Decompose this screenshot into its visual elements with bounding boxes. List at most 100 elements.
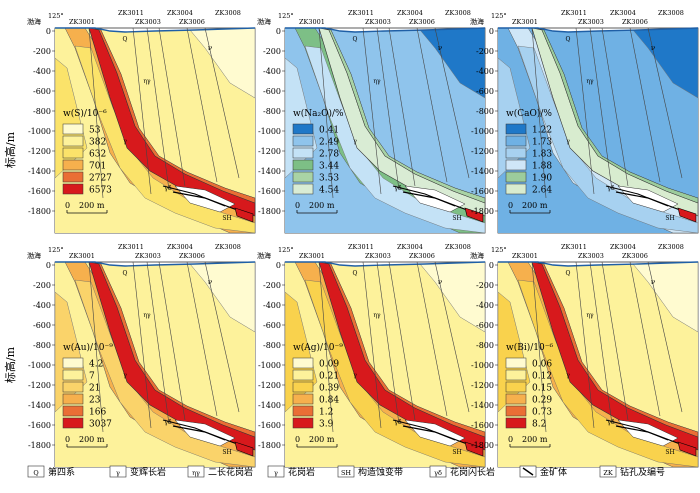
legend-value: 0.84 [319,396,339,406]
y-tick-label: -1000 [471,127,494,136]
drillhole-label: ZK3001 [69,18,95,26]
gold-orebody-line [392,185,456,207]
y-tick-label: -600 [476,321,494,330]
granite-dike-symbol: γ [566,138,570,145]
drillhole-line [132,27,152,195]
legend-label: 金矿体 [540,466,567,478]
drillhole-line [416,27,448,183]
y-tick-label: -400 [33,67,51,76]
legend-value: 1.88 [532,162,552,172]
drillhole-label: ZK3004 [167,243,193,251]
drillhole-label: ZK3008 [215,243,241,251]
granite-symbol: ηγ [143,312,151,319]
y-tick-label: -1600 [28,187,51,196]
drillhole-label: ZK3008 [445,243,471,251]
y-tick-label: 0 [489,27,494,36]
legend-value: 3037 [89,420,112,430]
y-tick-label: -800 [476,341,494,350]
y-tick-label: -400 [476,67,494,76]
drillhole-line [158,27,186,187]
y-tick-label: -1200 [28,381,51,390]
drillhole-label: ZK3003 [135,18,161,26]
drillhole-label: ZK3004 [397,243,423,251]
panel-Ag: Qν ηγ γ γδ 0 -200 -400 -600 -800 -1000 -1200 -1400 -… [257,243,486,468]
drillhole-line [575,261,595,429]
legend-swatch [62,381,84,393]
y-tick-label: -600 [476,87,494,96]
legend-swatch [505,369,527,381]
gold-orebody-line [605,419,669,441]
panel-CaO: Qν ηγ γ γδ 0 -200 -400 -600 -800 -1000 -1200 -1400 -… [470,9,699,234]
legend-title: w(Au)/10⁻⁹ [63,342,113,353]
y-tick-label: -1200 [471,147,494,156]
y-tick-label: -200 [476,281,494,290]
drillhole-line [158,261,186,421]
legend-swatch [505,393,527,405]
scale-bar-length: 200 m [522,201,548,210]
y-tick-label: -1400 [471,401,494,410]
y-tick-label: -1800 [28,441,51,450]
legend-value: 4.2 [89,360,103,370]
legend-title: w(Ag)/10⁻⁹ [293,342,343,353]
legend-swatch [292,417,314,429]
y-tick-label: 0 [46,261,51,270]
legend-value: 166 [89,408,106,418]
y-tick-label: -1600 [471,187,494,196]
bohai-label: 渤海 [257,17,271,26]
drillhole-label: ZK3003 [365,252,391,260]
angle-label: 125° [491,246,507,254]
bohai-label: 渤海 [27,251,41,260]
quaternary-marker: Q [123,270,128,277]
y-tick-label: -1800 [28,207,51,216]
legend-symbol-box [187,465,205,478]
y-tick-label: -1400 [258,167,281,176]
legend-symbol: Q [33,469,38,477]
gabbro-symbol: ν [438,278,442,286]
legend-value: 1.73 [532,138,552,148]
bohai-label: 渤海 [257,251,271,260]
legend-symbol: SH [341,469,351,477]
sh-label: SH [665,215,674,222]
sh-label: SH [452,449,461,456]
scale-bar-zero: 0 [295,201,300,210]
red-block [677,207,697,223]
drillhole-label: ZK3003 [578,252,604,260]
legend-swatch [62,183,84,195]
granodiorite-symbol: γδ [394,419,402,426]
legend-swatch [292,135,314,147]
section-panels: Qν ηγ γ γδ 0 -200 -400 -600 -800 -1000 -1200 -1400 -… [27,9,699,468]
legend-swatch [62,123,84,135]
y-tick-label: -1000 [28,127,51,136]
drillhole-line [362,261,382,429]
legend-value: 2727 [89,174,112,184]
panel-Au: Qν ηγ γ γδ 0 -200 -400 -600 -800 -1000 -1200 -1400 -… [27,243,256,468]
drillhole-line [601,27,629,187]
drillhole-line [531,27,547,199]
legend-value: 3.44 [319,162,339,172]
y-tick-label: -1800 [258,441,281,450]
legend-swatch [62,147,84,159]
gold-orebody-line [162,185,226,207]
ore-zone-inner [535,261,699,438]
sh-label: SH [452,215,461,222]
y-tick-label: -1200 [471,381,494,390]
legend-swatch [292,147,314,159]
topographic-surface [55,27,256,33]
drillhole-line [589,27,613,191]
red-block [234,441,254,457]
y-tick-label: -1400 [28,401,51,410]
legend-swatch [62,171,84,183]
drillhole-line [531,261,547,433]
drillhole-line [647,27,683,179]
y-tick-label: -600 [263,321,281,330]
ore-zone-inner [92,261,256,438]
y-tick-label: -1000 [28,361,51,370]
y-tick-label: -400 [263,67,281,76]
topographic-surface [498,27,699,33]
y-tick-label: -600 [33,321,51,330]
y-tick-label: 0 [489,261,494,270]
drillhole-line [601,261,629,421]
gold-orebody-line [162,419,226,441]
drillhole-line [146,261,170,425]
